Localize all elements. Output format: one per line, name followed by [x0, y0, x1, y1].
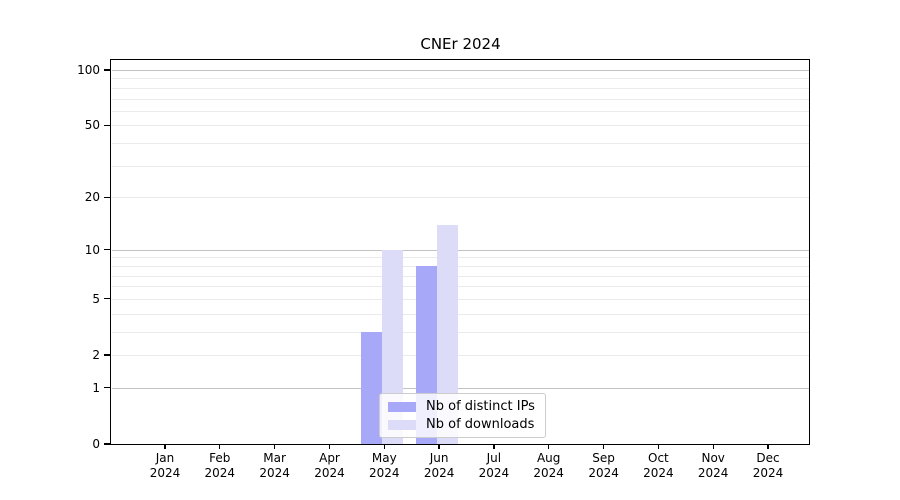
minor-gridline: [112, 110, 809, 112]
y-tick-label: 10: [84, 242, 100, 257]
minor-gridline: [112, 298, 809, 300]
x-tick-mark: [657, 444, 660, 449]
minor-gridline: [112, 257, 809, 259]
minor-gridline: [112, 197, 809, 199]
x-tick-mark: [438, 444, 440, 449]
x-tick-label: Feb 2024: [204, 451, 236, 480]
minor-gridline: [112, 143, 809, 145]
minor-gridline: [112, 313, 809, 315]
x-tick-label: Mar 2024: [259, 451, 290, 480]
x-tick-label: Nov 2024: [697, 451, 729, 480]
x-tick-label: Aug 2024: [533, 451, 564, 480]
major-gridline: [112, 70, 809, 71]
x-tick-label: Apr 2024: [314, 451, 345, 480]
minor-gridline: [112, 265, 809, 267]
chart-title: CNEr 2024: [420, 35, 501, 53]
major-gridline: [112, 387, 809, 389]
y-tick-label: 0: [92, 437, 100, 451]
y-tick-mark: [104, 69, 111, 71]
y-tick-label: 100: [77, 63, 100, 77]
minor-gridline: [112, 355, 809, 356]
y-tick-label: 5: [92, 291, 100, 306]
x-tick-label: Sep 2024: [588, 451, 619, 480]
x-tick-mark: [383, 444, 385, 449]
x-tick-label: May 2024: [369, 451, 400, 480]
x-tick-mark: [712, 444, 714, 449]
x-tick-label: Jul 2024: [478, 451, 510, 480]
minor-gridline: [112, 286, 809, 288]
major-gridline: [112, 249, 809, 251]
x-tick-label: Jun 2024: [423, 451, 455, 480]
y-tick-label: 50: [84, 118, 100, 133]
x-tick-mark: [493, 444, 495, 449]
x-tick-label: Jan 2024: [149, 451, 181, 480]
legend-swatch-downloads: [388, 419, 416, 430]
x-tick-mark: [164, 444, 166, 449]
legend: Nb of distinct IPs Nb of downloads: [379, 393, 546, 438]
y-tick-mark: [104, 124, 111, 127]
y-tick-mark: [104, 249, 111, 251]
y-tick-label: 2: [92, 348, 100, 362]
minor-gridline: [112, 98, 809, 100]
x-tick-mark: [548, 444, 550, 449]
y-tick-mark: [104, 443, 111, 445]
x-tick-label: Oct 2024: [643, 451, 674, 480]
y-tick-label: 1: [92, 380, 100, 395]
y-tick-mark: [104, 298, 111, 300]
minor-gridline: [112, 331, 809, 333]
y-tick-mark: [104, 387, 111, 389]
x-tick-mark: [328, 444, 331, 449]
minor-gridline: [112, 87, 809, 89]
legend-swatch-distinct-ips: [388, 401, 416, 412]
x-tick-mark: [767, 444, 769, 449]
x-tick-mark: [602, 444, 605, 449]
bar-downloads: [437, 224, 459, 444]
y-tick-mark: [104, 354, 111, 356]
x-tick-mark: [273, 444, 276, 449]
y-tick-mark: [104, 196, 111, 198]
x-tick-label: Dec 2024: [752, 451, 784, 480]
bar-distinct-ips: [361, 331, 383, 444]
legend-item-distinct-ips: Nb of distinct IPs: [388, 399, 537, 414]
minor-gridline: [112, 165, 809, 167]
legend-label-downloads: Nb of downloads: [426, 417, 535, 432]
minor-gridline: [112, 78, 809, 80]
minor-gridline: [112, 125, 809, 127]
y-tick-label: 20: [84, 190, 100, 205]
legend-item-downloads: Nb of downloads: [388, 417, 537, 432]
minor-gridline: [112, 275, 809, 277]
legend-label-distinct-ips: Nb of distinct IPs: [426, 399, 535, 414]
x-tick-mark: [219, 444, 221, 449]
